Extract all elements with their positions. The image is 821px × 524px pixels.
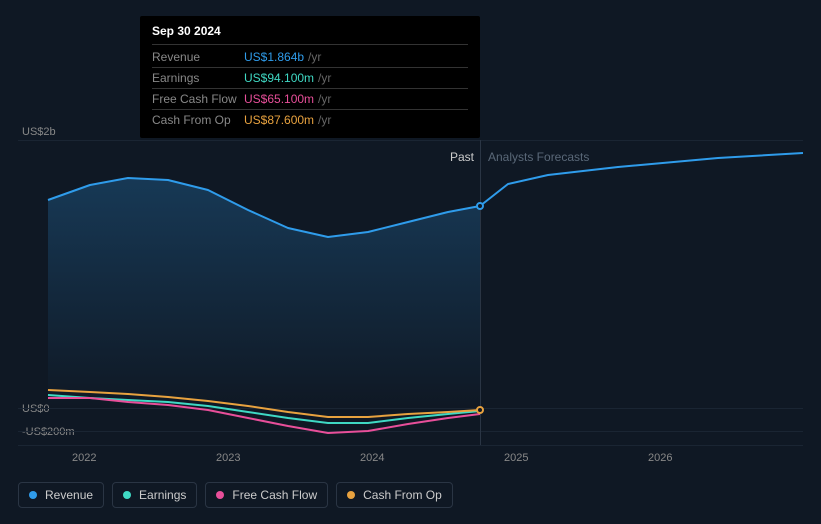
legend-item-cash-from-op[interactable]: Cash From Op [336, 482, 453, 508]
legend-label: Free Cash Flow [232, 488, 317, 502]
tooltip-row-value: US$1.864b [244, 50, 304, 64]
legend-label: Earnings [139, 488, 186, 502]
x-axis-label: 2026 [648, 452, 672, 464]
tooltip-row-suffix: /yr [318, 113, 331, 127]
legend-dot-icon [216, 491, 224, 499]
tooltip-row-label: Earnings [152, 71, 244, 85]
tooltip-date: Sep 30 2024 [152, 24, 468, 45]
y-axis-label: US$2b [22, 126, 56, 138]
cfo-marker [476, 406, 484, 414]
financials-chart: Sep 30 2024 RevenueUS$1.864b/yrEarningsU… [0, 0, 821, 524]
tooltip-row-label: Revenue [152, 50, 244, 64]
tooltip-row-suffix: /yr [318, 71, 331, 85]
tooltip-row: RevenueUS$1.864b/yr [152, 47, 468, 68]
revenue-marker [476, 202, 484, 210]
tooltip-row-suffix: /yr [308, 50, 321, 64]
legend-item-earnings[interactable]: Earnings [112, 482, 197, 508]
tooltip-row-suffix: /yr [318, 92, 331, 106]
legend-dot-icon [29, 491, 37, 499]
tooltip-row-label: Cash From Op [152, 113, 244, 127]
tooltip-row: Cash From OpUS$87.600m/yr [152, 110, 468, 130]
tooltip-row-label: Free Cash Flow [152, 92, 244, 106]
x-axis-label: 2022 [72, 452, 96, 464]
x-axis-label: 2025 [504, 452, 528, 464]
chart-tooltip: Sep 30 2024 RevenueUS$1.864b/yrEarningsU… [140, 16, 480, 138]
x-axis-label: 2023 [216, 452, 240, 464]
legend-item-revenue[interactable]: Revenue [18, 482, 104, 508]
tooltip-row: EarningsUS$94.100m/yr [152, 68, 468, 89]
legend-dot-icon [347, 491, 355, 499]
gridline [18, 445, 803, 446]
tooltip-row: Free Cash FlowUS$65.100m/yr [152, 89, 468, 110]
legend-label: Cash From Op [363, 488, 442, 502]
legend-item-free-cash-flow[interactable]: Free Cash Flow [205, 482, 328, 508]
tooltip-row-value: US$65.100m [244, 92, 314, 106]
plot-area[interactable] [18, 140, 803, 445]
legend-dot-icon [123, 491, 131, 499]
legend-label: Revenue [45, 488, 93, 502]
x-axis-label: 2024 [360, 452, 384, 464]
tooltip-row-value: US$94.100m [244, 71, 314, 85]
legend: Revenue Earnings Free Cash Flow Cash From O… [18, 482, 453, 508]
tooltip-row-value: US$87.600m [244, 113, 314, 127]
